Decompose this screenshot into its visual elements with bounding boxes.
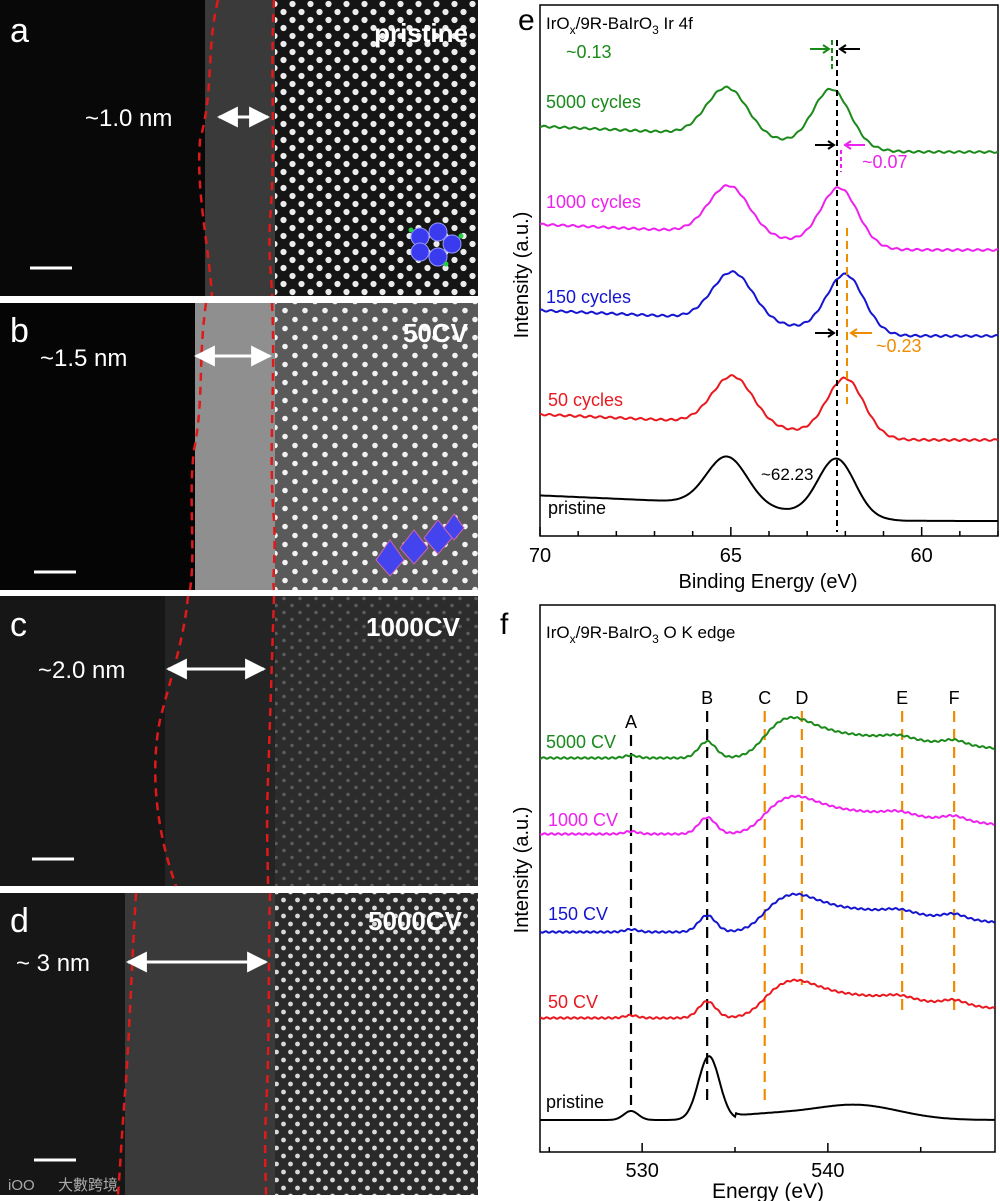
- chart-e-series-1000-cycles: [539, 184, 999, 252]
- panel-b-oxide-layer: [195, 303, 275, 590]
- chart-f-series-1000-cv: [539, 794, 995, 836]
- chart-f-series-150-cv: [539, 892, 996, 934]
- panel-a-left-boundary: [197, 0, 220, 297]
- panel-b-right-boundary: [270, 302, 276, 591]
- panel-b-condition: 50CV: [403, 318, 469, 348]
- chart-e-label-50-cycles: 50 cycles: [548, 390, 623, 410]
- chart-e-label-5000-cycles: 5000 cycles: [546, 92, 641, 112]
- chart-e-ylabel: Intensity (a.u.): [511, 212, 533, 339]
- panel-a-condition: pristine: [374, 18, 468, 48]
- chart-f-title: IrOx/9R-BaIrO3 O K edge: [546, 623, 735, 646]
- chart-e-label-pristine: pristine: [548, 498, 606, 518]
- chart-e-series-150-cycles: [540, 270, 999, 338]
- chart-e-tick-label: 60: [911, 545, 933, 567]
- panel-b-letter: b: [10, 312, 29, 350]
- panel-c-oxide-layer: [165, 596, 275, 886]
- chart-f-label-5000-cv: 5000 CV: [546, 732, 616, 752]
- panel-d-right-boundary: [263, 892, 272, 1196]
- panel-a-right-boundary: [268, 0, 276, 297]
- chart-f-letter: f: [500, 608, 509, 641]
- chart-e-label-150-cycles: 150 cycles: [546, 287, 631, 307]
- chart-e-annot-023: ~0.23: [876, 336, 922, 356]
- chart-e-shift-arrows: [810, 44, 872, 338]
- chart-f-series-50-cv: [539, 978, 996, 1020]
- chart-e-annot-6223: ~62.23: [761, 465, 813, 484]
- watermark-text: 大數跨境: [58, 1176, 118, 1194]
- panel-d-condition: 5000CV: [368, 906, 463, 936]
- chart-f-label-50-cv: 50 CV: [548, 992, 598, 1012]
- tem-panel-a: ~1.0 nm a pristine: [0, 0, 478, 297]
- panel-d-letter: d: [10, 902, 29, 940]
- panel-c-lattice: [275, 596, 478, 886]
- chart-f-marker-label-a: A: [625, 712, 637, 732]
- chart-f-marker-label-e: E: [896, 688, 908, 708]
- panel-a-oxide-layer: [205, 0, 275, 296]
- chart-f-label-150-cv: 150 CV: [548, 904, 608, 924]
- chart-e-label-1000-cycles: 1000 cycles: [546, 192, 641, 212]
- panel-b-structure-inset: [375, 513, 465, 577]
- chart-e-tick-label: 70: [529, 545, 551, 567]
- chart-f-label-1000-cv: 1000 CV: [548, 810, 618, 830]
- chart-f-marker-label-c: C: [758, 688, 771, 708]
- tem-panel-d: ~ 3 nm d 5000CV: [0, 892, 478, 1196]
- chart-e-tick-label: 65: [720, 545, 742, 567]
- chart-e-annot-007: ~0.07: [862, 152, 908, 172]
- chart-f-ylabel: Intensity (a.u.): [511, 807, 533, 934]
- chart-f-frame: [539, 604, 996, 1153]
- panel-b-thickness: ~1.5 nm: [40, 345, 127, 372]
- chart-f-label-pristine: pristine: [546, 1092, 604, 1112]
- chart-e-letter: e: [518, 4, 535, 37]
- chart-e-series-50-cycles: [539, 374, 999, 442]
- chart-e-series-pristine: [539, 455, 998, 522]
- chart-e-xlabel: Binding Energy (eV): [679, 571, 858, 593]
- panel-c-thickness: ~2.0 nm: [38, 657, 125, 684]
- panel-a-structure-inset: [408, 222, 464, 267]
- panel-c-letter: c: [10, 606, 27, 644]
- chart-e-series-5000-cycles: [539, 85, 999, 154]
- chart-f: f IrOx/9R-BaIrO3 O K edge Intensity (a.u…: [500, 604, 996, 1201]
- panel-a-thickness: ~1.0 nm: [85, 105, 172, 132]
- panel-c-condition: 1000CV: [366, 612, 461, 642]
- chart-f-series-5000-cv: [539, 715, 996, 760]
- chart-e-annot-013: ~0.13: [566, 42, 612, 62]
- chart-e: e IrOx/9R-BaIrO3 Ir 4f Intensity (a.u.) …: [511, 4, 999, 593]
- chart-e-frame: [539, 4, 999, 537]
- chart-f-marker-label-d: D: [795, 688, 808, 708]
- chart-f-marker-label-f: F: [949, 688, 960, 708]
- chart-f-xlabel: Energy (eV): [712, 1180, 824, 1201]
- tem-panel-b: ~1.5 nm b 50CV: [0, 302, 478, 591]
- watermark-logo: iOO: [8, 1177, 35, 1194]
- watermark: iOO 大數跨境: [8, 1176, 118, 1194]
- chart-f-series-pristine: [540, 1055, 995, 1121]
- panel-d-left-boundary: [116, 892, 138, 1196]
- chart-f-tick-label: 530: [625, 1160, 658, 1182]
- tem-panel-c: ~2.0 nm c 1000CV: [0, 595, 478, 887]
- panel-d-thickness: ~ 3 nm: [16, 950, 90, 977]
- panel-d-oxide-layer: [125, 893, 275, 1195]
- panel-c-left-boundary: [154, 595, 190, 887]
- chart-f-tick-label: 540: [811, 1160, 844, 1182]
- chart-f-marker-label-b: B: [701, 688, 713, 708]
- chart-e-title: IrOx/9R-BaIrO3 Ir 4f: [546, 14, 693, 37]
- panel-d-lattice: [275, 893, 478, 1195]
- panel-a-letter: a: [10, 12, 29, 50]
